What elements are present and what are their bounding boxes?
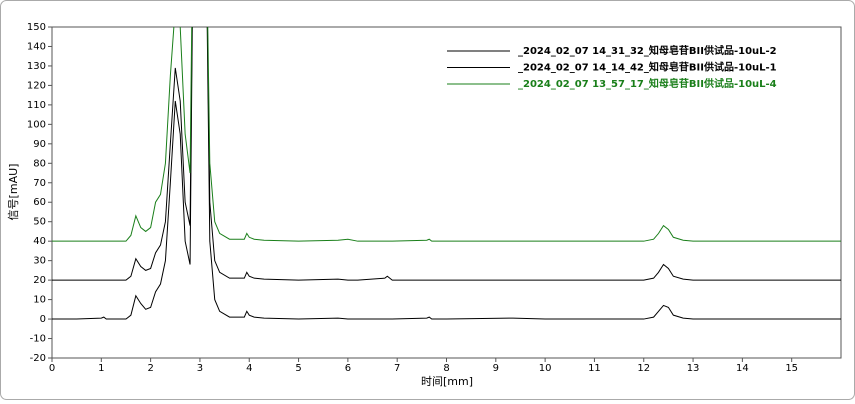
y-tick-label: 100 (27, 119, 46, 130)
x-tick-label: 15 (785, 363, 798, 374)
legend-label: _2024_02_07 14_14_42_知母皂苷BII供试品-10uL-1 (518, 61, 777, 74)
y-tick-label: 10 (33, 295, 46, 306)
series-line (52, 27, 841, 320)
y-tick-label: 140 (27, 41, 46, 52)
legend-label: _2024_02_07 13_57_17_知母皂苷BII供试品-10uL-4 (518, 77, 777, 90)
y-tick-label: -20 (30, 353, 46, 364)
y-tick-label: -10 (30, 334, 46, 345)
x-tick-label: 10 (539, 363, 552, 374)
y-tick-label: 30 (33, 256, 46, 267)
y-tick-label: 150 (27, 22, 46, 33)
y-tick-label: 60 (33, 197, 46, 208)
x-tick-label: 7 (394, 363, 400, 374)
y-axis-label: 信号[mAU] (7, 164, 20, 221)
y-tick-label: 70 (33, 178, 46, 189)
x-tick-label: 3 (197, 363, 203, 374)
x-tick-label: 4 (246, 363, 252, 374)
x-tick-label: 9 (493, 363, 499, 374)
y-tick-label: 90 (33, 139, 46, 150)
y-tick-label: 120 (27, 80, 46, 91)
x-tick-label: 8 (443, 363, 449, 374)
y-tick-label: 50 (33, 217, 46, 228)
y-tick-label: 130 (27, 61, 46, 72)
x-axis-label: 时间[mm] (421, 375, 473, 388)
x-tick-label: 12 (637, 363, 650, 374)
x-tick-label: 1 (98, 363, 104, 374)
x-tick-label: 14 (736, 363, 749, 374)
x-tick-label: 5 (295, 363, 301, 374)
plot-area (51, 26, 842, 359)
x-tick-label: 0 (49, 363, 55, 374)
y-tick-label: 0 (40, 314, 46, 325)
x-tick-label: 13 (687, 363, 700, 374)
series-line (52, 27, 841, 242)
x-tick-label: 2 (147, 363, 153, 374)
legend-label: _2024_02_07 14_31_32_知母皂苷BII供试品-10uL-2 (518, 44, 777, 57)
series-line (52, 27, 841, 281)
x-tick-label: 6 (345, 363, 351, 374)
x-tick-label: 11 (588, 363, 601, 374)
y-tick-label: 80 (33, 158, 46, 169)
y-tick-label: 40 (33, 236, 46, 247)
y-tick-label: 20 (33, 275, 46, 286)
y-tick-label: 110 (27, 100, 46, 111)
